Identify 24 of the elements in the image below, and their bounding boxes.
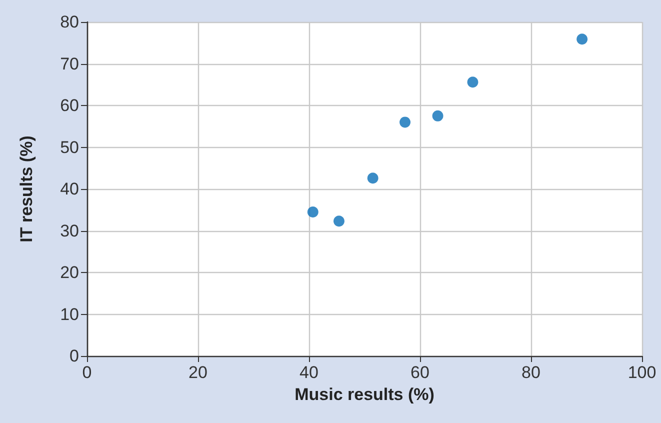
x-tick-label: 100 xyxy=(628,363,656,382)
y-tick-label: 40 xyxy=(60,180,79,198)
x-tick-label: 20 xyxy=(188,363,208,382)
x-tick-label: 60 xyxy=(410,363,430,382)
y-tick-label: 50 xyxy=(60,138,79,157)
y-tick-label: 0 xyxy=(70,346,79,366)
point xyxy=(467,76,478,88)
point xyxy=(307,206,318,218)
x-tick-label: 80 xyxy=(522,363,540,382)
x-tick-label: 0 xyxy=(82,363,92,382)
point xyxy=(367,172,378,184)
y-tick-label: 80 xyxy=(60,12,79,32)
y-tick-label: 60 xyxy=(60,96,79,115)
point xyxy=(576,34,588,45)
y-tick-label: 30 xyxy=(60,221,79,240)
y-tick-label: 20 xyxy=(60,263,79,282)
x-tick-label: 40 xyxy=(300,363,318,382)
y-tick-label: 10 xyxy=(60,304,79,324)
point xyxy=(432,110,444,122)
point xyxy=(400,116,411,128)
point xyxy=(333,216,344,227)
y-tick-label: 70 xyxy=(60,54,79,74)
y-axis-title: IT results (%) xyxy=(17,136,36,242)
x-axis-title: Music results (%) xyxy=(294,384,434,404)
